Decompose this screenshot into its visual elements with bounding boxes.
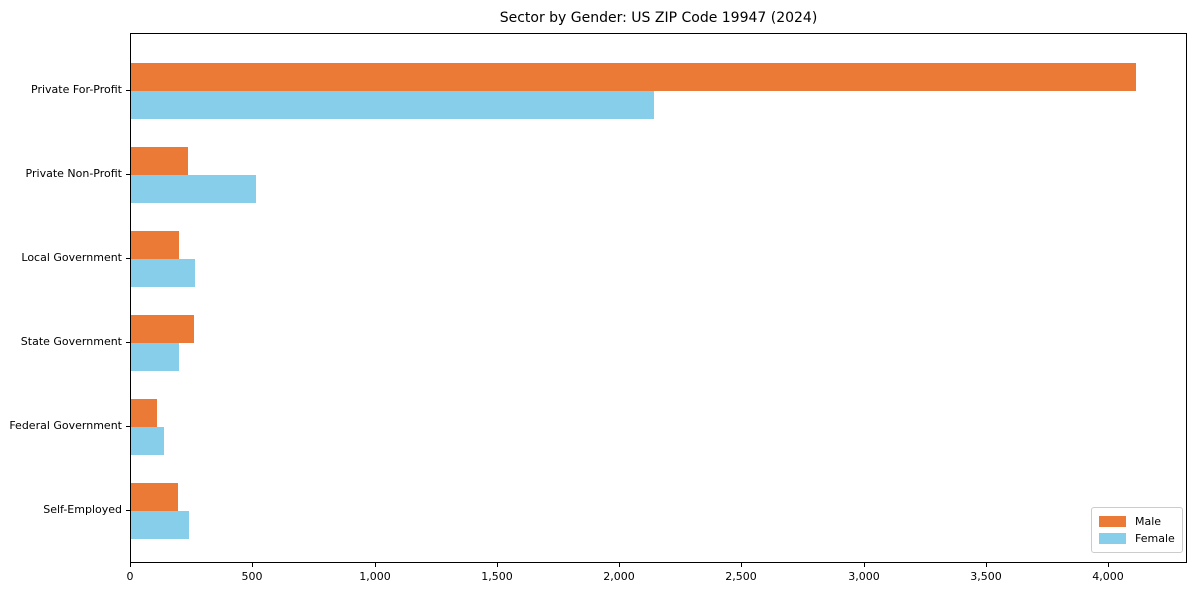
xtick-label-1000: 1,000 [359,570,391,583]
legend-item-female: Female [1099,531,1175,545]
xtick-mark-3500 [986,563,987,567]
ytick-mark-private-for-profit [126,90,130,91]
bar-female-self-employed [131,511,189,539]
ytick-mark-state-government [126,342,130,343]
bar-male-private-non-profit [131,147,188,175]
xtick-label-2500: 2,500 [725,570,757,583]
ytick-label-private-for-profit: Private For-Profit [31,83,122,96]
bar-male-local-government [131,231,179,259]
ytick-mark-private-non-profit [126,174,130,175]
legend-item-male: Male [1099,514,1175,528]
bar-male-private-for-profit [131,63,1136,91]
bar-female-federal-government [131,427,164,455]
xtick-label-3000: 3,000 [848,570,880,583]
bar-male-state-government [131,315,194,343]
ytick-label-private-non-profit: Private Non-Profit [25,167,122,180]
legend-swatch-male [1099,516,1126,527]
xtick-mark-2500 [741,563,742,567]
xtick-mark-3000 [864,563,865,567]
legend-label-male: Male [1135,514,1162,528]
xtick-mark-2000 [619,563,620,567]
bar-female-state-government [131,343,179,371]
ytick-label-self-employed: Self-Employed [43,503,122,516]
bar-female-private-for-profit [131,91,654,119]
bar-male-self-employed [131,483,178,511]
bar-male-federal-government [131,399,157,427]
xtick-label-2000: 2,000 [603,570,635,583]
bar-female-private-non-profit [131,175,256,203]
legend-swatch-female [1099,533,1126,544]
legend-label-female: Female [1135,531,1175,545]
ytick-label-local-government: Local Government [21,251,122,264]
xtick-label-500: 500 [241,570,263,583]
ytick-mark-self-employed [126,510,130,511]
xtick-label-3500: 3,500 [970,570,1002,583]
ytick-label-state-government: State Government [20,335,122,348]
plot-area [130,33,1187,563]
xtick-mark-1500 [497,563,498,567]
xtick-label-1500: 1,500 [481,570,513,583]
xtick-label-0: 0 [126,570,134,583]
xtick-mark-500 [252,563,253,567]
legend: Male Female [1091,507,1183,553]
bar-female-local-government [131,259,195,287]
ytick-mark-federal-government [126,426,130,427]
chart-title: Sector by Gender: US ZIP Code 19947 (202… [499,10,818,26]
xtick-mark-1000 [375,563,376,567]
xtick-label-4000: 4,000 [1092,570,1124,583]
ytick-label-federal-government: Federal Government [9,419,122,432]
xtick-mark-4000 [1108,563,1109,567]
ytick-mark-local-government [126,258,130,259]
xtick-mark-0 [130,563,131,567]
